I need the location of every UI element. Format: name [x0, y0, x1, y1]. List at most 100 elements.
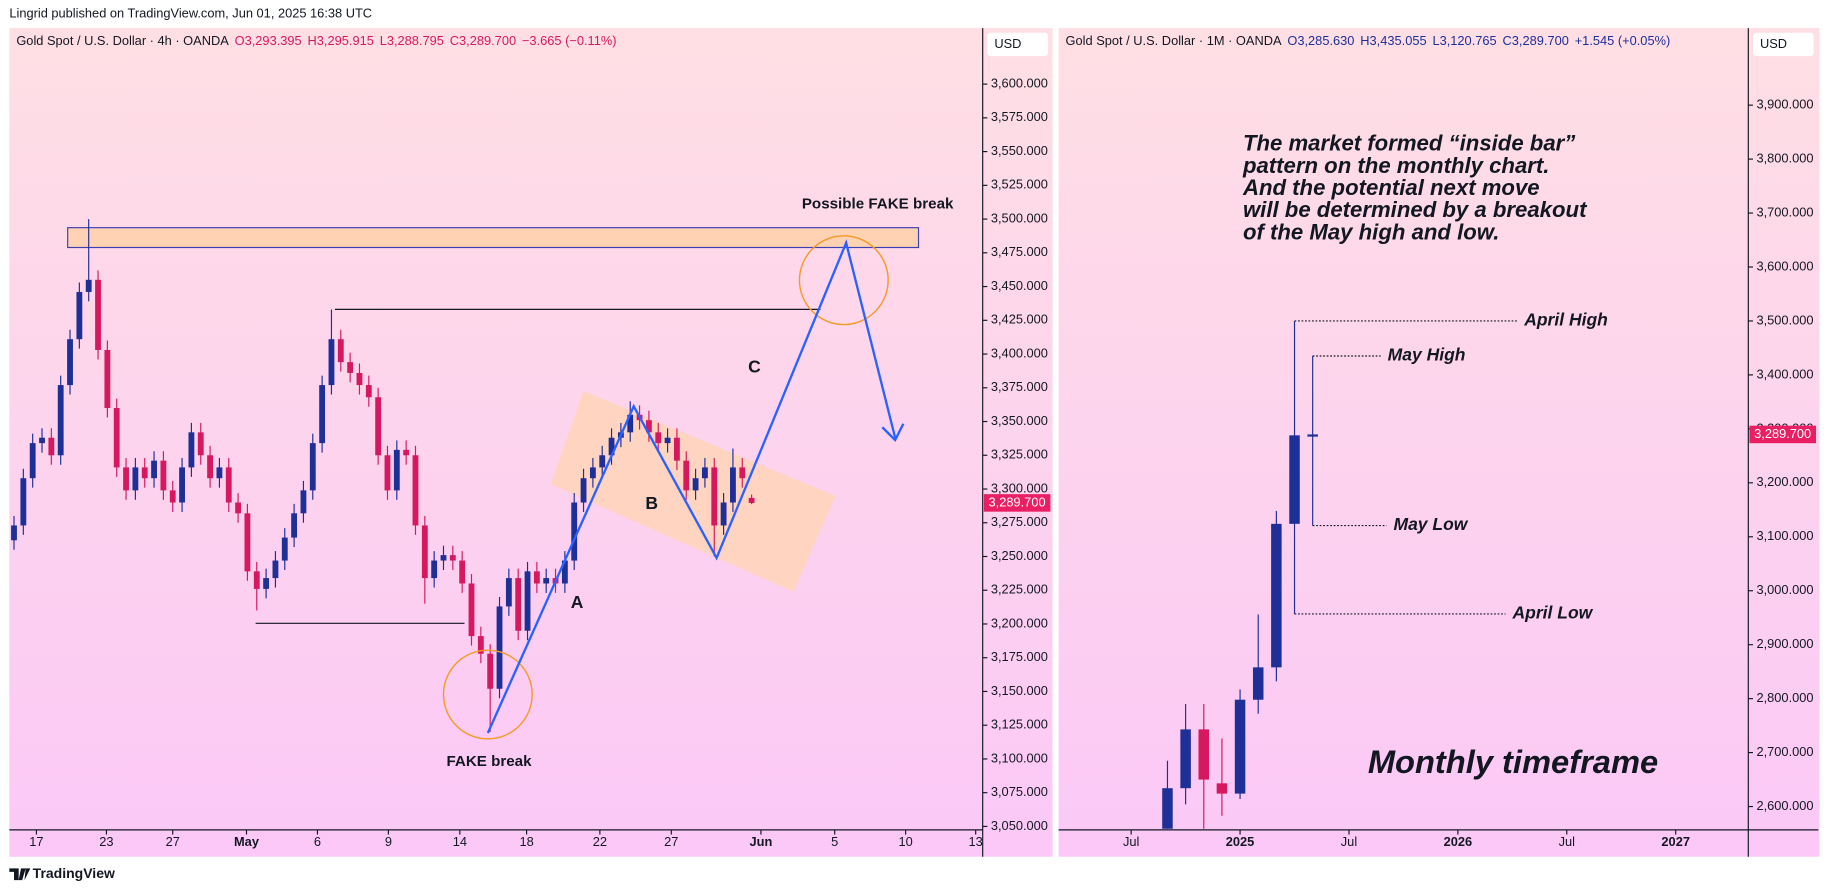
candle-body: [720, 502, 727, 526]
level-label: May High: [1388, 345, 1466, 365]
candle-body: [431, 560, 438, 579]
x-tick-label: Jul: [1123, 834, 1139, 849]
candle-body: [459, 560, 466, 584]
y-tick-label: 3,425.000: [991, 312, 1048, 327]
price-tag-label: 3,289.700: [989, 494, 1046, 509]
candle-body: [599, 455, 606, 468]
logo: TradingView: [9, 865, 115, 881]
candle-body: [515, 578, 522, 631]
x-tick-label: Jul: [1341, 834, 1357, 849]
level-label: April Low: [1512, 603, 1594, 623]
label: Possible FAKE break: [802, 195, 954, 212]
y-tick-label: 2,700.000: [1756, 744, 1813, 759]
x-tick-label: 10: [899, 834, 913, 849]
candle-body: [449, 555, 456, 561]
candle-body: [477, 636, 484, 654]
candle-body: [291, 513, 298, 538]
candle-body: [589, 467, 596, 479]
arrow-head: [881, 423, 905, 443]
x-tick-label: 18: [519, 834, 533, 849]
y-tick-label: 3,575.000: [991, 109, 1048, 124]
note-line: The market formed “inside bar”: [1243, 131, 1576, 156]
candle-body: [104, 349, 111, 409]
candle-body: [683, 460, 690, 491]
candle-body: [1198, 729, 1210, 780]
y-tick-label: 3,450.000: [991, 278, 1048, 293]
candle-body: [608, 437, 615, 456]
quote: +1.545 (+0.05%): [1575, 33, 1671, 48]
y-tick-label: 2,800.000: [1756, 690, 1813, 705]
y-tick-label: 3,050.000: [991, 818, 1048, 833]
price-tag-label: 3,289.700: [1754, 426, 1811, 441]
x-tick-label: 2027: [1661, 834, 1690, 849]
y-tick-label: 3,200.000: [991, 615, 1048, 630]
label: FAKE break: [446, 753, 532, 770]
candle-body: [225, 467, 232, 503]
quote: L3,120.765: [1432, 33, 1496, 48]
y-tick-label: 3,400.000: [991, 345, 1048, 360]
y-tick-label: 3,550.000: [991, 143, 1048, 158]
candle-body: [571, 502, 578, 561]
candle-body: [1234, 699, 1246, 794]
candle-body: [487, 653, 494, 689]
resistance-zone: [67, 227, 920, 249]
label: A: [571, 592, 584, 612]
candle-body: [85, 279, 92, 292]
y-tick-label: 3,500.000: [991, 210, 1048, 225]
y-tick-label: 3,200.000: [1756, 474, 1813, 489]
y-tick-label: 3,900.000: [1756, 97, 1813, 112]
candle-body: [711, 467, 718, 526]
x-tick-label: 27: [166, 834, 180, 849]
logo-mark: [9, 868, 31, 881]
divider: [1052, 28, 1059, 857]
currency-box: [987, 32, 1049, 57]
y-tick-label: 3,475.000: [991, 244, 1048, 259]
candle-body: [188, 432, 195, 468]
candle-body: [67, 339, 73, 386]
quote: C3,289.700: [1503, 33, 1569, 48]
candle-body: [421, 525, 428, 579]
candle-body: [48, 437, 55, 456]
candle-body: [216, 467, 223, 479]
channel: [550, 391, 836, 592]
x-tick-label: Jun: [750, 834, 773, 849]
candle-body: [272, 560, 279, 579]
candle-body: [1162, 788, 1173, 829]
y-tick-label: 3,075.000: [991, 784, 1048, 799]
circle: [442, 649, 533, 740]
symbol: Gold Spot / U.S. Dollar · 4h · OANDA: [16, 33, 229, 48]
candle-body: [300, 490, 307, 514]
quote: O3,285.630: [1287, 33, 1354, 48]
currency-box: [1752, 32, 1814, 57]
y-tick-label: 3,800.000: [1756, 150, 1813, 165]
x-tick-label: Jul: [1559, 834, 1575, 849]
x-tick-label: May: [234, 834, 260, 849]
y-tick-label: 2,900.000: [1756, 636, 1813, 651]
y-tick-label: 3,600.000: [991, 75, 1048, 90]
candle-body: [253, 571, 260, 589]
y-tick-label: 3,325.000: [991, 447, 1048, 462]
quote: L3,288.795: [380, 33, 444, 48]
candle-body: [580, 478, 587, 503]
timeframe-label: Monthly timeframe: [1368, 743, 1658, 780]
candle-body: [169, 490, 176, 503]
right-overlay: The market formed “inside bar” pattern o…: [1242, 131, 1658, 780]
y-tick-label: 3,150.000: [991, 683, 1048, 698]
label: C: [748, 356, 761, 376]
symbol-quote: Gold Spot / U.S. Dollar · 4h · OANDA O3,2…: [16, 33, 616, 48]
y-tick-label: 3,100.000: [1756, 528, 1813, 543]
quote: C3,289.700: [450, 33, 516, 48]
candle-body: [76, 291, 83, 340]
note-line: And the potential next move: [1242, 175, 1540, 200]
candle-body: [39, 437, 45, 444]
y-tick-label: 3,000.000: [1756, 582, 1813, 597]
candle-body: [356, 372, 363, 386]
candle-body: [655, 432, 662, 444]
y-tick-label: 3,275.000: [991, 514, 1048, 529]
candle-body: [533, 571, 540, 584]
candle-body: [132, 467, 139, 491]
candle-body: [1252, 667, 1264, 700]
price-tag: [983, 494, 1051, 512]
